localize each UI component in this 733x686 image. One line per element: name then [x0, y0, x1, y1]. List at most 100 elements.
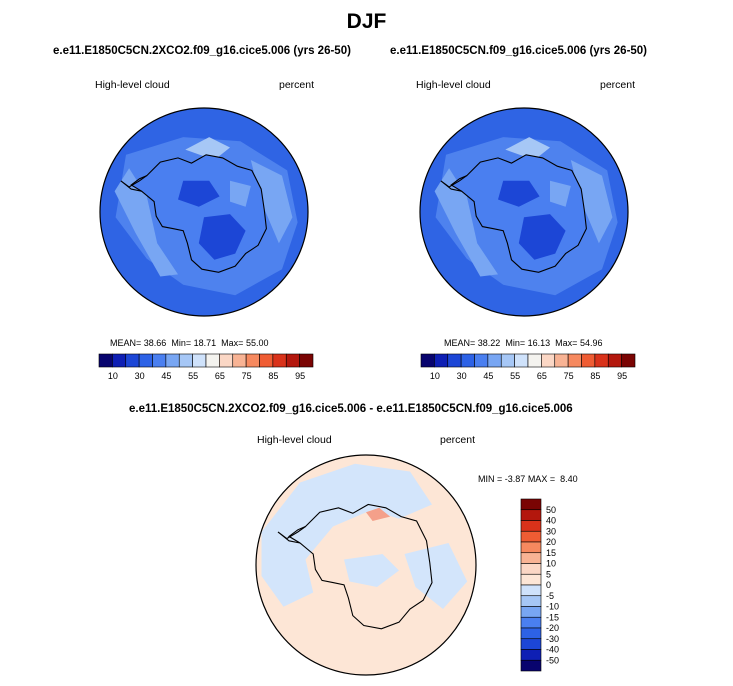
- panel1-colorbar-swatch: [259, 353, 274, 368]
- panel2-max-value: 54.96: [579, 338, 603, 348]
- panel2-colorbar-tick-label: 30: [457, 371, 467, 381]
- panel1-cloud-mid-east: [230, 180, 251, 207]
- panel2-coastline: [450, 154, 587, 273]
- panel3-colorbar-tick-label: 10: [546, 559, 556, 569]
- panel2-colorbar-swatch: [474, 353, 489, 368]
- panel1-peninsula: [120, 175, 148, 192]
- panel2-map-border: [419, 107, 629, 317]
- panel1-cloud-low-east: [198, 214, 246, 260]
- panel1-colorbar-swatch: [245, 353, 260, 368]
- panel3-negative-north: [261, 463, 432, 607]
- panel3-map: [256, 455, 476, 675]
- panel2-colorbar-swatch: [487, 353, 502, 368]
- panel1-colorbar-swatch: [138, 353, 153, 368]
- panel3-colorbar-tick-label: -30: [546, 634, 559, 644]
- panel3-colorbar-tick-label: -40: [546, 645, 559, 655]
- panel2-colorbar-swatch: [460, 353, 475, 368]
- panel2-cloud-low-west: [498, 180, 540, 207]
- panel3-colorbar-tick-label: 0: [546, 580, 551, 590]
- panel3-colorbar-swatch: [520, 563, 542, 575]
- panel1-stats: MEAN= 38.66 Min= 18.71 Max= 55.00: [110, 338, 268, 348]
- panel3-colorbar-swatch: [520, 498, 542, 511]
- panel3-colorbar-swatch: [520, 541, 542, 554]
- panel1-left-label: High-level cloud: [95, 79, 170, 91]
- panel2-cloud-peak-north: [505, 137, 550, 160]
- panel3-colorbar-tick-label: 50: [546, 505, 556, 515]
- panel2-colorbar-swatch: [607, 353, 622, 368]
- panel2-colorbar-tick-label: 95: [617, 371, 627, 381]
- panel1-colorbar-tick-label: 30: [135, 371, 145, 381]
- panel2-min-value: 16.13: [527, 338, 551, 348]
- panel1-colorbar-tick-label: 45: [161, 371, 171, 381]
- panel1-map-border: [99, 107, 309, 317]
- panel2-colorbar-swatch: [567, 353, 582, 368]
- panel1-mean-value: 38.66: [143, 338, 167, 348]
- panel1-title: e.e11.E1850C5CN.2XCO2.f09_g16.cice5.006 …: [53, 45, 351, 57]
- panel1-colorbar-swatch: [205, 353, 220, 368]
- panel3-colorbar-swatch: [520, 552, 542, 564]
- panel2-colorbar-tick-label: 45: [483, 371, 493, 381]
- panel1-map: [100, 108, 308, 316]
- panel1-colorbar-swatch: [178, 353, 193, 368]
- panel1-cloud-high-east: [250, 160, 293, 244]
- panel3-colorbar-swatch: [520, 509, 542, 521]
- panel2-cloud-mid-east: [550, 180, 571, 207]
- panel3-max-label: MAX =: [527, 474, 556, 484]
- panel2-left-label: High-level cloud: [416, 79, 491, 91]
- panel3-max-value: 8.40: [560, 474, 578, 484]
- panel3-colorbar-tick-label: 20: [546, 537, 556, 547]
- panel1-cloud-low-west: [178, 180, 220, 207]
- panel2-peninsula: [440, 175, 468, 192]
- panel3-colorbar-swatch: [520, 520, 542, 532]
- panel3-colorbar-swatch: [520, 595, 542, 607]
- panel1-max-label: Max=: [221, 338, 244, 348]
- panel2-colorbar: 10 30 45 55 65 75 85 95: [420, 353, 636, 381]
- panel1-colorbar-swatch: [219, 353, 234, 368]
- panel3-colorbar-tick-label: -10: [546, 602, 559, 612]
- panel3-min-label: MIN =: [478, 474, 503, 484]
- panel3-colorbar-tick-label: 5: [546, 569, 551, 579]
- panel3-colorbar-tick-label: 40: [546, 516, 556, 526]
- panel1-colorbar-tick-label: 55: [188, 371, 198, 381]
- panel2-stats: MEAN= 38.22 Min= 16.13 Max= 54.96: [444, 338, 602, 348]
- panel2-colorbar-swatch: [594, 353, 609, 368]
- panel3-colorbar-tick-label: -50: [546, 655, 559, 665]
- panel2-colorbar-swatch: [447, 353, 462, 368]
- panel2-colorbar-tick-label: 65: [537, 371, 547, 381]
- panel2-colorbar-swatch: [621, 353, 636, 368]
- panel1-colorbar-swatch: [285, 353, 300, 368]
- panel3-colorbar-tick-label: -20: [546, 623, 559, 633]
- panel2-cloud-high-east: [570, 160, 613, 244]
- panel3-colorbar-tick-label: 15: [546, 548, 556, 558]
- panel3-left-label: High-level cloud: [257, 434, 332, 446]
- panel3-map-border: [255, 454, 477, 676]
- panel2-right-label: percent: [600, 79, 636, 91]
- panel3-colorbar-swatch: [520, 627, 542, 640]
- panel3-negative-east: [404, 543, 468, 609]
- panel1-colorbar: 10 30 45 55 65 75 85 95: [98, 353, 314, 381]
- panel3-peninsula: [277, 526, 306, 544]
- panel3-colorbar-swatch: [520, 659, 542, 672]
- panel1-min-value: 18.71: [193, 338, 217, 348]
- panel2-colorbar-swatch: [554, 353, 569, 368]
- panel2-min-label: Min=: [505, 338, 526, 348]
- panel1-right-label: percent: [279, 79, 315, 91]
- panel3-colorbar-swatch: [520, 616, 542, 629]
- panel3-stats: MIN = -3.87 MAX = 8.40: [478, 474, 578, 484]
- panel3-title: e.e11.E1850C5CN.2XCO2.f09_g16.cice5.006 …: [129, 403, 573, 415]
- panel1-colorbar-swatch: [112, 353, 127, 368]
- panel2-colorbar-swatch: [514, 353, 529, 368]
- panel3-colorbar-swatch: [520, 638, 542, 650]
- panel3-coastline: [288, 503, 433, 630]
- panel1-colorbar-tick-label: 95: [295, 371, 305, 381]
- panel2-colorbar-swatch: [527, 353, 542, 368]
- panel2-colorbar-tick-label: 75: [564, 371, 574, 381]
- panel1-colorbar-swatch: [299, 353, 314, 368]
- panel3-colorbar-swatch: [520, 573, 542, 586]
- panel1-colorbar-swatch: [165, 353, 180, 368]
- panel3-positive-peak: [366, 507, 391, 521]
- panel1-colorbar-swatch: [98, 353, 113, 368]
- panel3-colorbar-swatch: [520, 530, 542, 543]
